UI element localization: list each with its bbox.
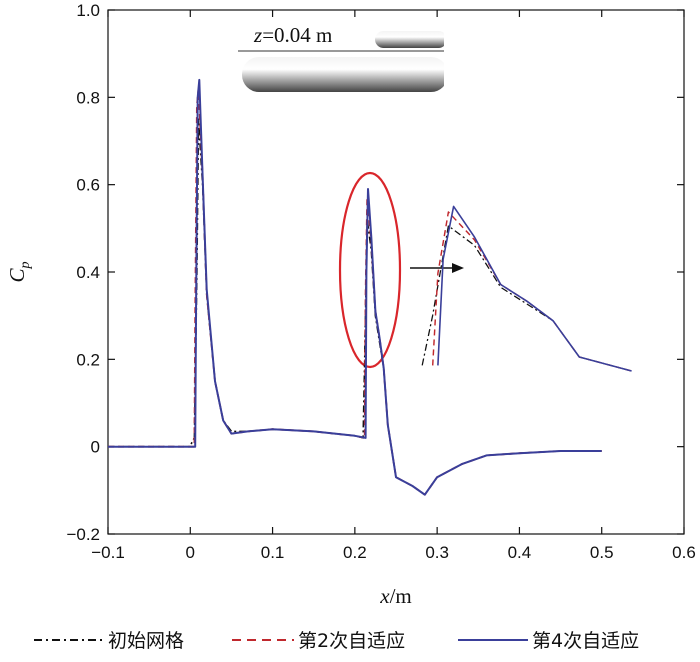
x-tick-label: 0.6 [672,543,696,562]
x-tick-label: 0.5 [590,543,614,562]
x-tick-label: 0.3 [425,543,449,562]
annotation-z: z=0.04 m [253,23,332,47]
pointer-arrow [410,263,464,273]
legend-label-adapt4: 第4次自适应 [532,630,639,652]
sketch-cut [444,25,452,97]
series-line-adapt2 [108,87,602,496]
y-tick-label: −0.2 [66,525,100,544]
series-line-initial [108,118,602,496]
y-axis-title: Cp [5,261,33,282]
y-tick-label: 1.0 [76,1,100,20]
x-tick-label: 0.2 [343,543,367,562]
x-tick-label: 0.4 [508,543,532,562]
y-tick-label: 0.4 [76,263,100,282]
y-tick-label: 0 [91,438,100,457]
inset-zoom [421,205,632,372]
inset-line-adapt2 [431,211,632,372]
x-tick-label: 0 [186,543,195,562]
y-axis-ticks: −0.2 0 0.2 0.4 0.6 0.8 1.0 [66,1,684,544]
inset-line-adapt4 [437,205,632,372]
series-layer [108,78,602,496]
y-tick-label: 0.8 [76,88,100,107]
x-axis-ticks: −0.1 0 0.1 0.2 0.3 0.4 0.5 0.6 [91,10,696,562]
legend-label-initial: 初始网格 [108,630,184,652]
x-tick-label: 0.1 [261,543,285,562]
lower-body-shape [242,57,448,92]
x-axis-title: x/m [379,584,412,608]
geometry-sketch [238,25,452,97]
series-line-adapt4 [108,78,602,496]
upper-body-shape [375,31,447,48]
y-tick-label: 0.2 [76,350,100,369]
highlight-ellipse [338,171,402,369]
y-tick-label: 0.6 [76,176,100,195]
inset-line-initial [421,225,632,372]
x-tick-label: −0.1 [91,543,125,562]
legend: 初始网格 第2次自适应 第4次自适应 [34,630,639,652]
legend-label-adapt2: 第2次自适应 [298,630,405,652]
